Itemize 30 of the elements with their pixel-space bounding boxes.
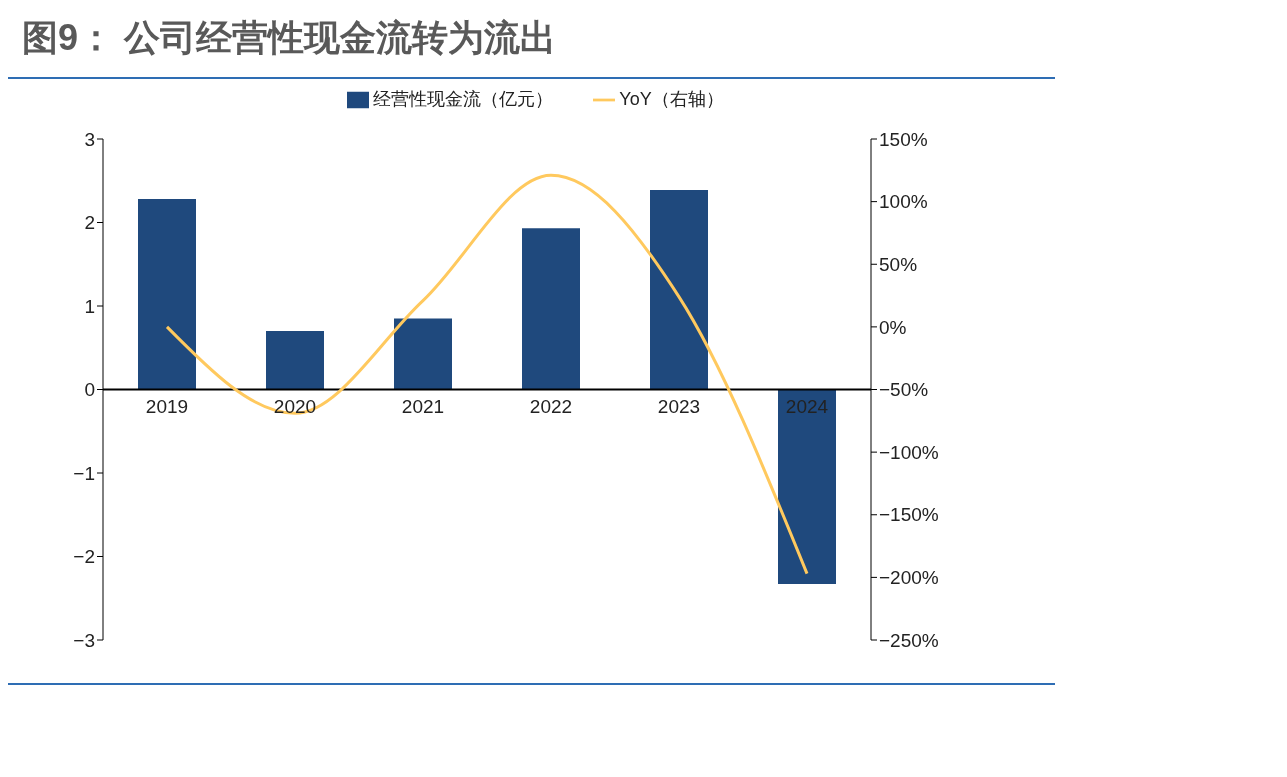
bar xyxy=(650,189,708,390)
x-tick-label: 2023 xyxy=(657,395,701,417)
x-tick-label: 2022 xyxy=(529,395,573,417)
y2-tick-label: −50% xyxy=(879,379,929,401)
y-tick-label: 3 xyxy=(84,128,95,150)
x-tick-label: 2024 xyxy=(785,395,829,417)
y-tick-label: −1 xyxy=(73,462,95,484)
x-tick-label: 2019 xyxy=(145,395,189,417)
y2-tick-label: 0% xyxy=(879,316,907,338)
y2-tick-label: −200% xyxy=(879,567,939,589)
legend-label: 经营性现金流（亿元） xyxy=(373,89,554,109)
bar xyxy=(266,331,324,390)
bar xyxy=(394,318,452,390)
y-tick-label: −2 xyxy=(73,546,95,568)
y2-tick-label: 50% xyxy=(879,253,918,275)
y2-tick-label: −250% xyxy=(879,629,939,651)
bar xyxy=(778,389,836,585)
y-tick-label: 1 xyxy=(84,295,95,317)
y2-tick-label: 100% xyxy=(879,191,928,213)
y-tick-label: −3 xyxy=(73,629,95,651)
bar xyxy=(522,228,580,390)
y-tick-label: 0 xyxy=(84,379,95,401)
chart-title: 图9： 公司经营性现金流转为流出 xyxy=(21,16,558,60)
y2-tick-label: 150% xyxy=(879,128,928,150)
legend-label: YoY（右轴） xyxy=(619,89,724,109)
bar xyxy=(138,199,196,390)
y2-tick-label: −100% xyxy=(879,441,939,463)
y-tick-label: 2 xyxy=(84,212,95,234)
x-tick-label: 2021 xyxy=(401,395,445,417)
y2-tick-label: −150% xyxy=(879,504,939,526)
